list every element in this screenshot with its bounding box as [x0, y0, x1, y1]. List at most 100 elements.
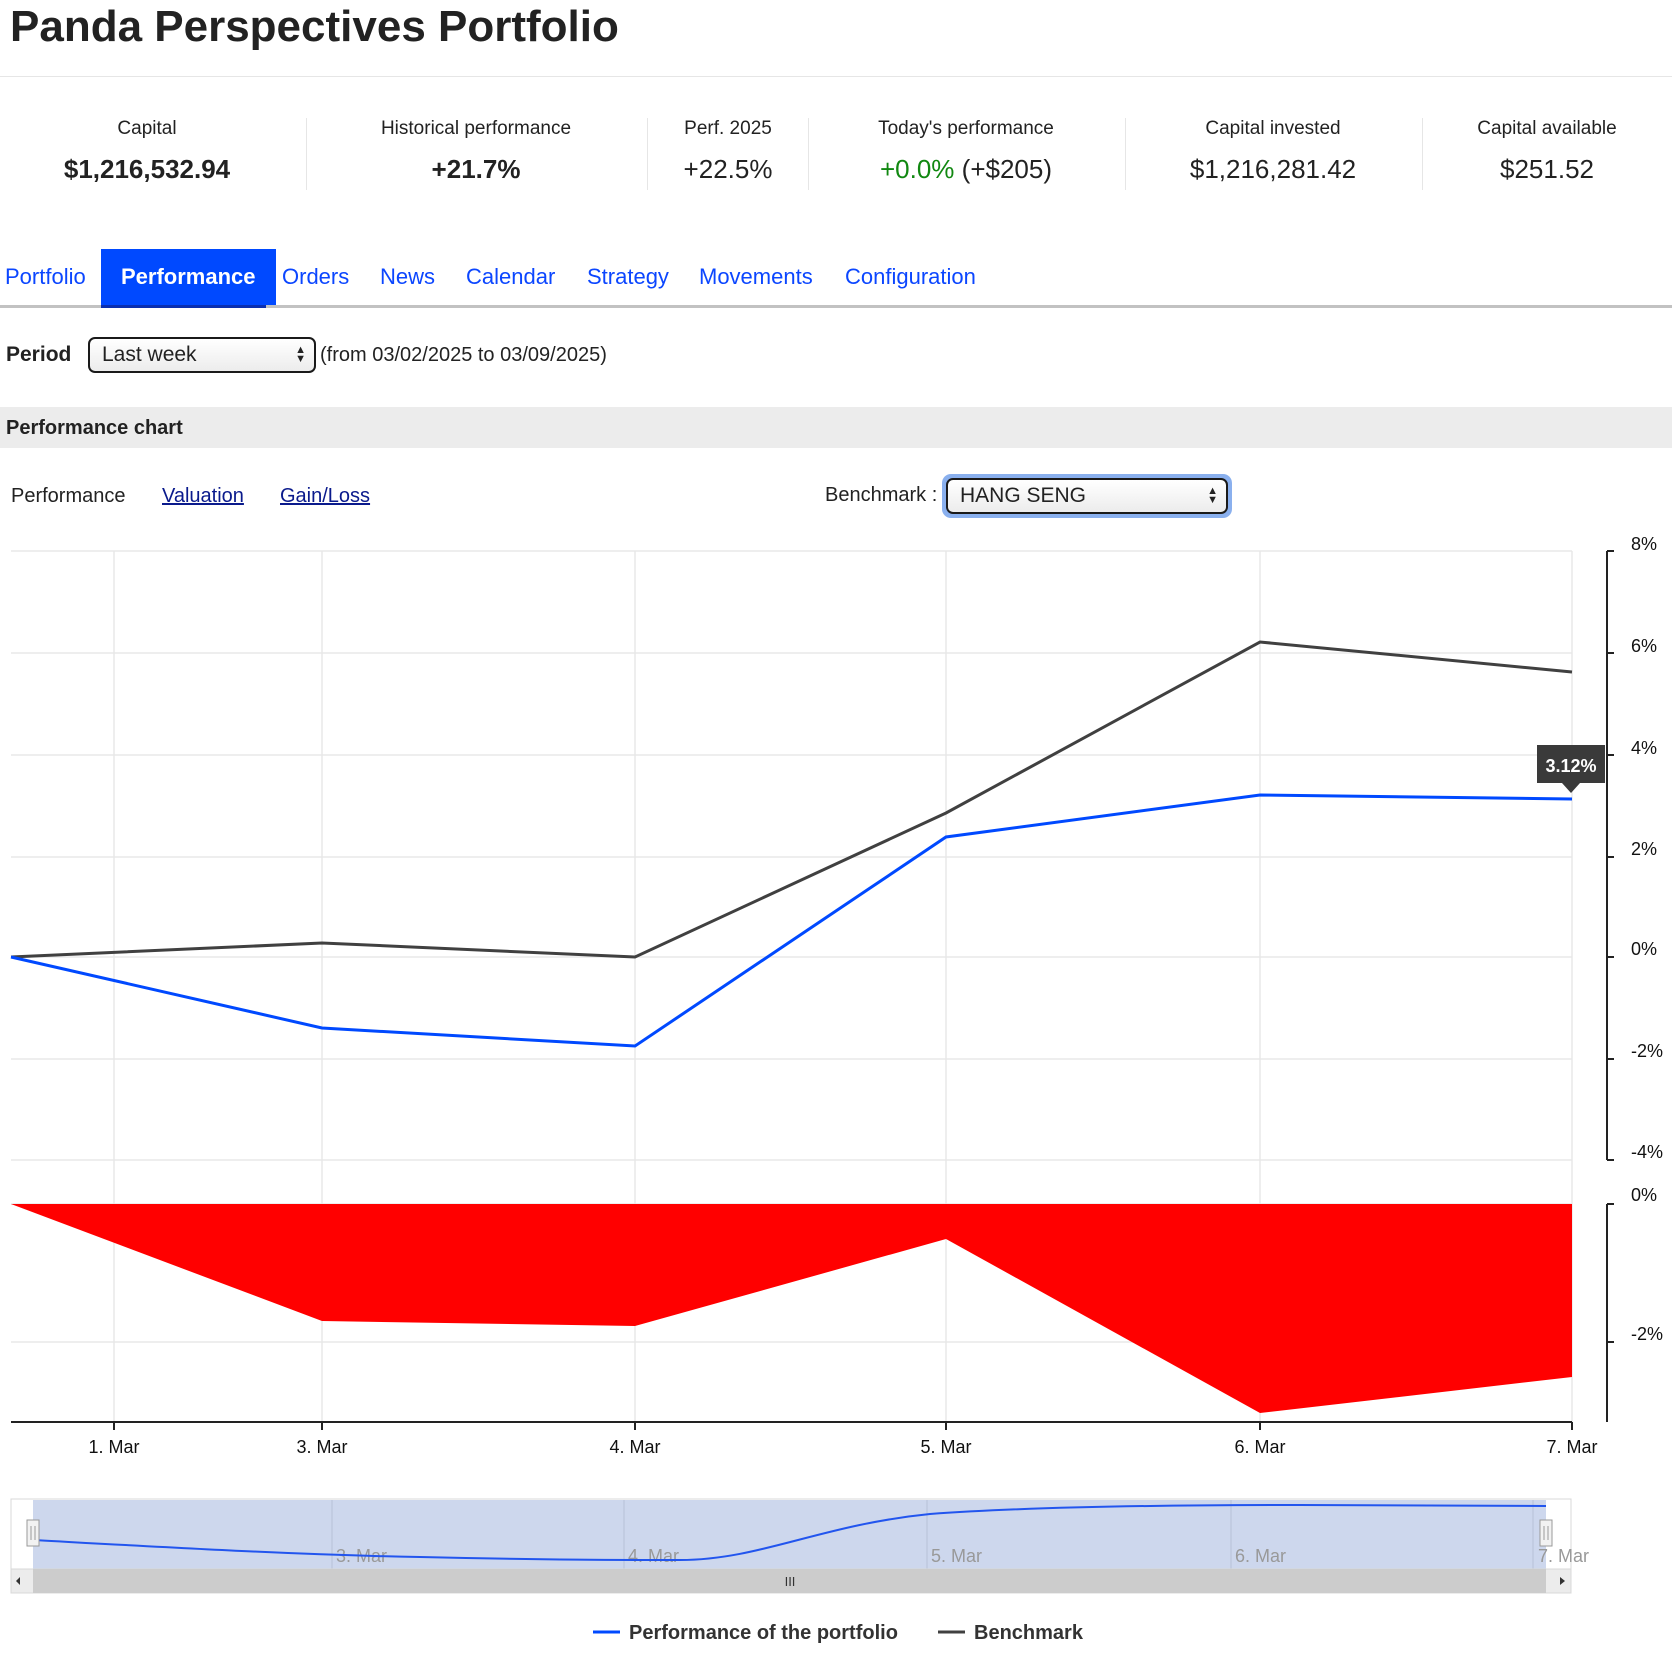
navigator-selection[interactable]: [33, 1500, 1546, 1569]
stat-label: Today's performance: [878, 118, 1054, 139]
period-select-value: Last week: [102, 343, 197, 366]
stat-value-amount: (+$205): [961, 154, 1053, 184]
stat-separator: [306, 118, 307, 190]
y-tick-label: -2%: [1631, 1041, 1663, 1061]
stat-value: $1,216,532.94: [63, 154, 231, 184]
stat-separator: [1125, 118, 1126, 190]
y-tick-label: 4%: [1631, 738, 1657, 758]
navigator[interactable]: 3. Mar 4. Mar 5. Mar 6. Mar 7. Mar: [10, 1498, 1589, 1570]
y-tick-label: -4%: [1631, 1142, 1663, 1162]
main-y-axis: [1606, 550, 1614, 1161]
stat-capital-invested: Capital invested $1,216,281.42: [1128, 118, 1418, 190]
x-tick-label: 6. Mar: [1234, 1437, 1285, 1457]
value-tooltip: 3.12%: [1537, 745, 1605, 793]
x-axis: [11, 1421, 1573, 1430]
main-y-labels: 8% 6% 4% 2% 0% -2% -4%: [1631, 534, 1663, 1162]
benchmark-select-value: HANG SENG: [960, 484, 1087, 507]
legend-item-portfolio[interactable]: Performance of the portfolio: [593, 1622, 898, 1644]
stat-value: $251.52: [1500, 154, 1594, 184]
divider: [0, 76, 1672, 77]
tab-orders[interactable]: Orders: [282, 264, 350, 289]
navigator-label: 3. Mar: [336, 1546, 387, 1566]
tab-strategy[interactable]: Strategy: [587, 264, 669, 289]
stat-separator: [647, 118, 648, 190]
stat-label: Capital available: [1477, 118, 1617, 139]
tab-calendar[interactable]: Calendar: [466, 264, 556, 289]
y-tick-label: 8%: [1631, 534, 1657, 554]
navigator-label: 4. Mar: [628, 1546, 679, 1566]
stat-label: Capital invested: [1205, 118, 1341, 139]
tab-movements[interactable]: Movements: [699, 264, 813, 289]
x-tick-label: 3. Mar: [296, 1437, 347, 1457]
portfolio-line[interactable]: [10, 793, 1573, 1048]
benchmark-label: Benchmark :: [825, 484, 938, 506]
y-tick-label: 0%: [1631, 939, 1657, 959]
benchmark-focus-ring: HANG SENG ▲ ▼: [942, 474, 1232, 518]
navigator-scrollbar[interactable]: III: [10, 1568, 1572, 1594]
period-select[interactable]: Last week ▲ ▼: [88, 337, 316, 373]
main-grid: [11, 550, 1573, 1161]
y-tick-label: 2%: [1631, 839, 1657, 859]
stat-separator: [1422, 118, 1423, 190]
lower-y-labels: 0% -2%: [1631, 1185, 1663, 1344]
navigator-handle-right[interactable]: [1539, 1519, 1553, 1547]
scroll-left-arrow-icon[interactable]: [16, 1577, 20, 1585]
active-tab-indicator: [101, 305, 266, 308]
legend-label-portfolio: Performance of the portfolio: [629, 1622, 898, 1644]
page-title: Panda Perspectives Portfolio: [10, 2, 619, 51]
stat-value-percent: +0.0%: [879, 154, 955, 184]
legend-label-benchmark: Benchmark: [974, 1622, 1084, 1644]
chart-tab-valuation[interactable]: Valuation: [162, 485, 244, 507]
y-tick-label: 6%: [1631, 636, 1657, 656]
stat-capital: Capital $1,216,532.94: [0, 118, 294, 190]
section-header: Performance chart: [0, 407, 1672, 448]
x-tick-label: 1. Mar: [88, 1437, 139, 1457]
tabs-underline: [0, 305, 1672, 308]
y-tick-label: 0%: [1631, 1185, 1657, 1205]
stat-value: +21.7%: [431, 154, 521, 184]
chart-tab-gain-loss[interactable]: Gain/Loss: [280, 485, 371, 507]
lower-y-axis: [1606, 1203, 1614, 1422]
period-label: Period: [6, 343, 72, 366]
tab-news[interactable]: News: [380, 264, 436, 289]
stat-value: +22.5%: [683, 154, 773, 184]
stats-bar: Capital $1,216,532.94 Historical perform…: [0, 118, 1672, 190]
section-title: Performance chart: [6, 417, 183, 439]
stat-label: Capital: [117, 118, 177, 139]
scrollbar-thumb[interactable]: [33, 1569, 1546, 1593]
chart-tab-performance[interactable]: Performance: [11, 485, 126, 507]
stat-todays-performance: Today's performance +0.0% (+$205): [812, 118, 1120, 190]
navigator-label: 6. Mar: [1235, 1546, 1286, 1566]
y-tick-label: -2%: [1631, 1324, 1663, 1344]
stat-perf-2025: Perf. 2025 +22.5%: [650, 118, 806, 190]
tooltip-value: 3.12%: [1545, 756, 1596, 776]
tab-configuration[interactable]: Configuration: [845, 264, 976, 289]
x-tick-label: 5. Mar: [920, 1437, 971, 1457]
stat-label: Perf. 2025: [684, 118, 772, 139]
stat-value: +0.0% (+$205): [812, 154, 1120, 185]
stat-separator: [808, 118, 809, 190]
tab-performance[interactable]: Performance: [101, 249, 276, 306]
stat-label: Historical performance: [380, 118, 572, 139]
legend-item-benchmark[interactable]: Benchmark: [938, 1622, 1084, 1644]
x-tick-label: 7. Mar: [1546, 1437, 1597, 1457]
navigator-label: 7. Mar: [1538, 1546, 1589, 1566]
tab-portfolio[interactable]: Portfolio: [5, 264, 86, 289]
chart-legend: Performance of the portfolio Benchmark: [593, 1622, 1084, 1644]
navigator-handle-left[interactable]: [26, 1519, 40, 1547]
select-arrows-icon: ▲ ▼: [1207, 485, 1218, 506]
relative-area[interactable]: [11, 1204, 1572, 1413]
stat-capital-available: Capital available $251.52: [1426, 118, 1668, 190]
benchmark-select[interactable]: HANG SENG ▲ ▼: [946, 478, 1228, 514]
lower-grid: [11, 1160, 1573, 1422]
benchmark-line[interactable]: [10, 640, 1573, 959]
navigator-series: [32, 1504, 1547, 1562]
scroll-right-arrow-icon[interactable]: [1560, 1577, 1565, 1585]
x-tick-label: 4. Mar: [609, 1437, 660, 1457]
stat-value: $1,216,281.42: [1189, 154, 1357, 184]
navigator-label: 5. Mar: [931, 1546, 982, 1566]
period-range: (from 03/02/2025 to 03/09/2025): [320, 344, 607, 366]
scrollbar-grip-icon: III: [785, 1574, 796, 1589]
x-labels: 1. Mar 3. Mar 4. Mar 5. Mar 6. Mar 7. Ma…: [88, 1437, 1597, 1457]
main-tabs: Portfolio Performance Orders News Calend…: [0, 249, 1672, 306]
